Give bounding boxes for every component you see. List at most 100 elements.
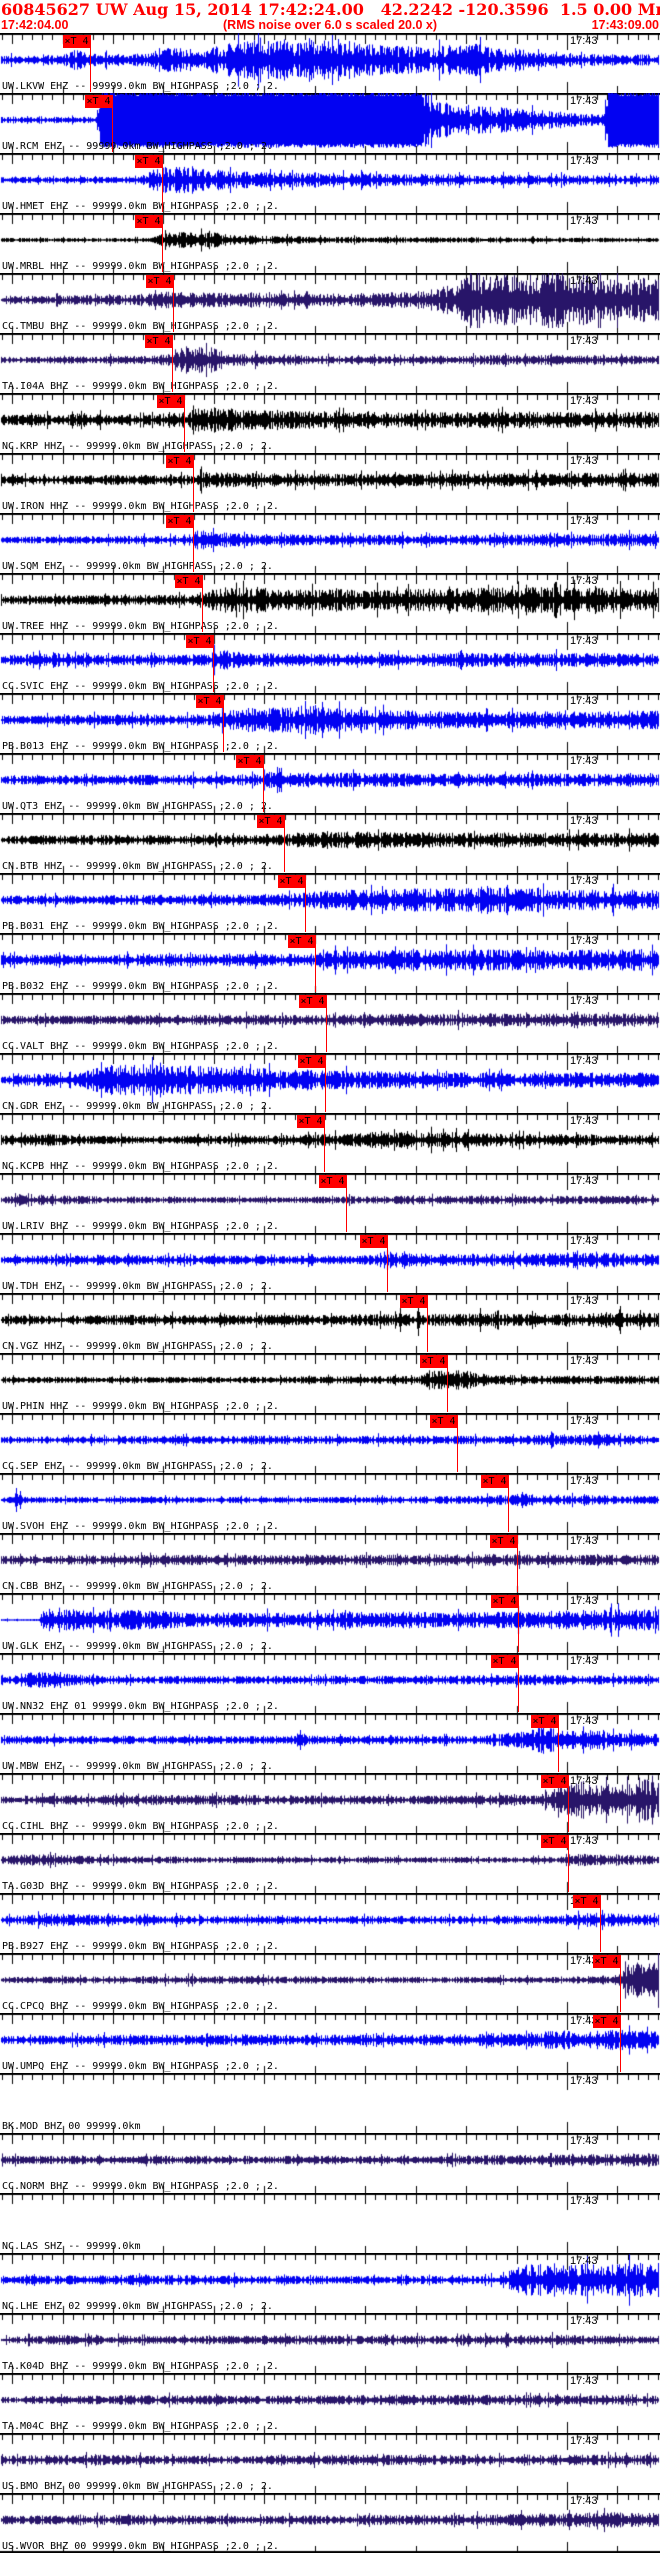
- phase-pick-flag[interactable]: ×T 4: [541, 1835, 568, 1848]
- waveform-canvas[interactable]: [0, 1653, 660, 1713]
- phase-pick-flag[interactable]: ×T 4: [400, 1295, 427, 1308]
- waveform-canvas[interactable]: [0, 1413, 660, 1473]
- phase-pick-line[interactable]: [568, 1835, 569, 1892]
- phase-pick-line[interactable]: [324, 1115, 325, 1172]
- waveform-canvas[interactable]: [0, 1053, 660, 1113]
- phase-pick-flag[interactable]: ×T 4: [186, 635, 213, 648]
- phase-pick-flag[interactable]: ×T 4: [593, 1955, 620, 1968]
- phase-pick-flag[interactable]: ×T 4: [157, 395, 184, 408]
- waveform-canvas[interactable]: [0, 2253, 660, 2313]
- phase-pick-line[interactable]: [213, 635, 214, 692]
- phase-pick-line[interactable]: [325, 1055, 326, 1112]
- phase-pick-flag[interactable]: ×T 4: [236, 755, 263, 768]
- waveform-canvas[interactable]: [0, 633, 660, 693]
- phase-pick-line[interactable]: [193, 455, 194, 512]
- phase-pick-line[interactable]: [508, 1475, 509, 1532]
- phase-pick-flag[interactable]: ×T 4: [298, 1055, 325, 1068]
- waveform-canvas[interactable]: [0, 1233, 660, 1293]
- waveform-canvas[interactable]: [0, 1593, 660, 1653]
- phase-pick-flag[interactable]: ×T 4: [297, 1115, 324, 1128]
- phase-pick-line[interactable]: [184, 395, 185, 452]
- phase-pick-line[interactable]: [193, 515, 194, 572]
- phase-pick-line[interactable]: [620, 2015, 621, 2072]
- phase-pick-line[interactable]: [387, 1235, 388, 1292]
- phase-pick-flag[interactable]: ×T 4: [573, 1895, 600, 1908]
- phase-pick-line[interactable]: [518, 1655, 519, 1712]
- phase-pick-flag[interactable]: ×T 4: [63, 35, 90, 48]
- phase-pick-flag[interactable]: ×T 4: [166, 515, 193, 528]
- phase-pick-flag[interactable]: ×T 4: [196, 695, 223, 708]
- phase-pick-flag[interactable]: ×T 4: [420, 1355, 447, 1368]
- phase-pick-flag[interactable]: ×T 4: [319, 1175, 346, 1188]
- phase-pick-line[interactable]: [162, 155, 163, 212]
- waveform-canvas[interactable]: [0, 1353, 660, 1413]
- phase-pick-line[interactable]: [620, 1955, 621, 2012]
- waveform-canvas[interactable]: [0, 1293, 660, 1353]
- waveform-canvas[interactable]: [0, 2313, 660, 2373]
- waveform-canvas[interactable]: [0, 2073, 660, 2133]
- phase-pick-line[interactable]: [305, 875, 306, 932]
- waveform-canvas[interactable]: [0, 1953, 660, 2013]
- phase-pick-flag[interactable]: ×T 4: [360, 1235, 387, 1248]
- waveform-canvas[interactable]: [0, 1473, 660, 1533]
- phase-pick-line[interactable]: [315, 935, 316, 992]
- waveform-canvas[interactable]: [0, 213, 660, 273]
- phase-pick-line[interactable]: [173, 275, 174, 332]
- phase-pick-flag[interactable]: ×T 4: [531, 1715, 558, 1728]
- waveform-canvas[interactable]: [0, 693, 660, 753]
- waveform-canvas[interactable]: [0, 333, 660, 393]
- phase-pick-line[interactable]: [427, 1295, 428, 1352]
- phase-pick-line[interactable]: [202, 575, 203, 632]
- waveform-canvas[interactable]: [0, 1893, 660, 1953]
- waveform-canvas[interactable]: [0, 1113, 660, 1173]
- phase-pick-line[interactable]: [112, 95, 113, 152]
- waveform-canvas[interactable]: [0, 573, 660, 633]
- phase-pick-line[interactable]: [600, 1895, 601, 1952]
- phase-pick-flag[interactable]: ×T 4: [490, 1535, 517, 1548]
- waveform-canvas[interactable]: [0, 2193, 660, 2253]
- phase-pick-line[interactable]: [263, 755, 264, 812]
- phase-pick-flag[interactable]: ×T 4: [135, 215, 162, 228]
- phase-pick-line[interactable]: [90, 35, 91, 92]
- waveform-canvas[interactable]: [0, 2013, 660, 2073]
- phase-pick-flag[interactable]: ×T 4: [257, 815, 284, 828]
- waveform-canvas[interactable]: [0, 2373, 660, 2433]
- waveform-canvas[interactable]: [0, 2493, 660, 2553]
- phase-pick-flag[interactable]: ×T 4: [491, 1655, 518, 1668]
- phase-pick-line[interactable]: [172, 335, 173, 392]
- phase-pick-flag[interactable]: ×T 4: [135, 155, 162, 168]
- phase-pick-line[interactable]: [568, 1775, 569, 1832]
- phase-pick-line[interactable]: [284, 815, 285, 872]
- phase-pick-line[interactable]: [326, 995, 327, 1052]
- waveform-canvas[interactable]: [0, 153, 660, 213]
- phase-pick-flag[interactable]: ×T 4: [491, 1595, 518, 1608]
- phase-pick-flag[interactable]: ×T 4: [593, 2015, 620, 2028]
- phase-pick-flag[interactable]: ×T 4: [166, 455, 193, 468]
- waveform-canvas[interactable]: [0, 1533, 660, 1593]
- waveform-canvas[interactable]: [0, 393, 660, 453]
- waveform-canvas[interactable]: [0, 993, 660, 1053]
- waveform-canvas[interactable]: [0, 813, 660, 873]
- phase-pick-line[interactable]: [223, 695, 224, 752]
- waveform-canvas[interactable]: [0, 453, 660, 513]
- phase-pick-line[interactable]: [457, 1415, 458, 1472]
- waveform-canvas[interactable]: [0, 2433, 660, 2493]
- waveform-canvas[interactable]: [0, 933, 660, 993]
- phase-pick-flag[interactable]: ×T 4: [299, 995, 326, 1008]
- waveform-canvas[interactable]: [0, 513, 660, 573]
- waveform-canvas[interactable]: [0, 753, 660, 813]
- waveform-canvas[interactable]: [0, 273, 660, 333]
- phase-pick-flag[interactable]: ×T 4: [146, 275, 173, 288]
- phase-pick-flag[interactable]: ×T 4: [541, 1775, 568, 1788]
- phase-pick-flag[interactable]: ×T 4: [175, 575, 202, 588]
- phase-pick-flag[interactable]: ×T 4: [85, 95, 112, 108]
- phase-pick-flag[interactable]: ×T 4: [481, 1475, 508, 1488]
- phase-pick-flag[interactable]: ×T 4: [145, 335, 172, 348]
- phase-pick-line[interactable]: [518, 1595, 519, 1652]
- phase-pick-flag[interactable]: ×T 4: [430, 1415, 457, 1428]
- phase-pick-flag[interactable]: ×T 4: [278, 875, 305, 888]
- waveform-canvas[interactable]: [0, 33, 660, 93]
- phase-pick-line[interactable]: [447, 1355, 448, 1412]
- waveform-canvas[interactable]: [0, 2133, 660, 2193]
- waveform-canvas[interactable]: [0, 873, 660, 933]
